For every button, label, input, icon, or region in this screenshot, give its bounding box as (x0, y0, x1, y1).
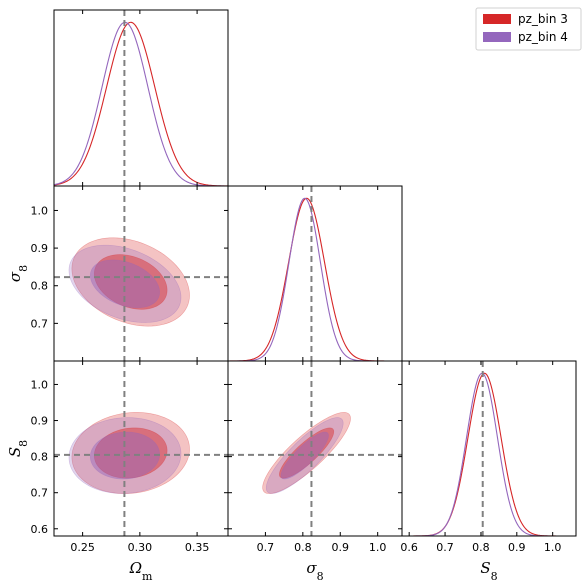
legend: pz_bin 3 pz_bin 4 (475, 7, 582, 51)
legend-label-pz-bin-3: pz_bin 3 (518, 12, 568, 26)
y-tick-label-s8: 0.9 (31, 242, 49, 255)
contour-68-om-s8-pz-bin-4 (89, 259, 160, 309)
x-tick-label-s8: 0.9 (332, 541, 350, 554)
marginal-curve-S8-pz-bin-4 (402, 372, 576, 536)
x-tick-label-om: 0.35 (185, 541, 210, 554)
y-axis-label-s8: σ8 (6, 265, 30, 282)
y-tick-label-S8: 0.9 (31, 415, 49, 428)
panel-s8-S8 (227, 360, 403, 537)
x-tick-label-S8: 0.6 (400, 541, 418, 554)
y-tick-label-S8: 1.0 (31, 378, 49, 391)
contour-95-om-s8-pz-bin-4 (68, 244, 182, 323)
x-tick-label-om: 0.30 (128, 541, 153, 554)
contour-68-s8-S8-pz-bin-4 (280, 431, 329, 480)
contour-95-om-S8-pz-bin-3 (71, 412, 190, 494)
y-axis-label-S8: S8 (6, 440, 30, 457)
marginal-curve-om-pz-bin-4 (54, 21, 228, 186)
panel-s8-s8 (227, 185, 403, 362)
x-axis-label-S8: S8 (480, 559, 497, 583)
x-tick-label-S8: 0.9 (508, 541, 526, 554)
y-tick-label-s8: 1.0 (31, 204, 49, 217)
legend-label-pz-bin-4: pz_bin 4 (518, 30, 568, 44)
marginal-curve-s8-pz-bin-4 (228, 197, 402, 361)
panel-om-om (53, 9, 229, 187)
panel-frame (227, 185, 403, 362)
contour-95-om-s8-pz-bin-3 (71, 237, 190, 327)
y-tick-label-s8: 0.8 (31, 280, 49, 293)
y-tick-label-S8: 0.8 (31, 451, 49, 464)
x-tick-label-s8: 0.7 (257, 541, 275, 554)
y-tick-label-S8: 0.6 (31, 523, 49, 536)
marginal-curve-S8-pz-bin-3 (402, 372, 576, 536)
contour-95-s8-S8-pz-bin-3 (262, 412, 351, 494)
y-tick-label-s8: 0.7 (31, 317, 49, 330)
panel-S8-S8 (401, 360, 577, 537)
contour-68-s8-S8-pz-bin-3 (279, 427, 335, 479)
y-tick-label-S8: 0.7 (31, 487, 49, 500)
marginal-curve-s8-pz-bin-3 (228, 197, 402, 361)
x-tick-label-om: 0.25 (70, 541, 95, 554)
x-tick-label-S8: 0.8 (472, 541, 490, 554)
x-axis-label-om: Ωm (129, 559, 153, 583)
panel-frame (401, 360, 577, 537)
panel-om-s8 (53, 185, 229, 362)
x-tick-label-S8: 1.0 (544, 541, 562, 554)
x-tick-label-s8: 1.0 (369, 541, 387, 554)
contour-95-s8-S8-pz-bin-4 (265, 417, 344, 494)
legend-swatch-pz-bin-4 (483, 32, 511, 42)
panel-om-S8 (53, 360, 229, 537)
x-axis-label-s8: σ8 (306, 559, 323, 583)
x-tick-label-s8: 0.8 (294, 541, 312, 554)
marginal-curve-om-pz-bin-3 (54, 21, 228, 186)
contour-68-om-s8-pz-bin-3 (93, 254, 168, 310)
x-tick-label-S8: 0.7 (436, 541, 454, 554)
contour-68-om-S8-pz-bin-3 (93, 427, 168, 479)
legend-swatch-pz-bin-3 (483, 14, 511, 24)
